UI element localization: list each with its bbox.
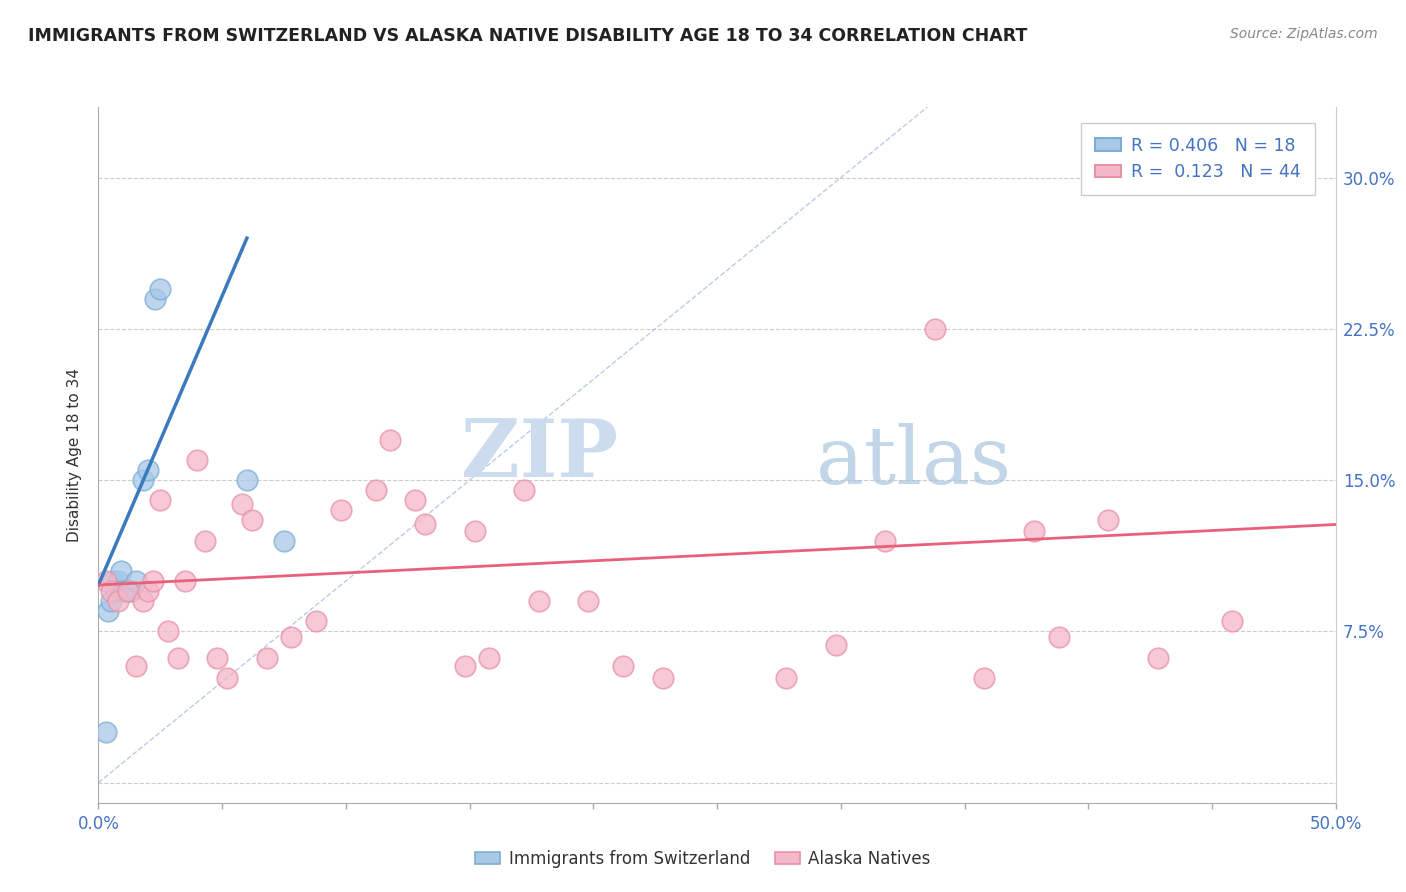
- Point: [107, 594, 129, 608]
- Point: [924, 322, 946, 336]
- Point: [236, 473, 259, 487]
- Point: [273, 533, 295, 548]
- Point: [576, 594, 599, 608]
- Point: [100, 584, 122, 599]
- Point: [329, 503, 352, 517]
- Point: [143, 292, 166, 306]
- Point: [114, 584, 136, 599]
- Point: [97, 604, 120, 618]
- Point: [217, 671, 239, 685]
- Point: [136, 584, 159, 599]
- Text: ZIP: ZIP: [461, 416, 619, 494]
- Point: [478, 650, 501, 665]
- Point: [1022, 524, 1045, 538]
- Point: [194, 533, 217, 548]
- Point: [1146, 650, 1168, 665]
- Legend: Immigrants from Switzerland, Alaska Natives: Immigrants from Switzerland, Alaska Nati…: [468, 844, 938, 875]
- Point: [651, 671, 673, 685]
- Point: [174, 574, 197, 588]
- Point: [1097, 513, 1119, 527]
- Point: [107, 574, 129, 588]
- Y-axis label: Disability Age 18 to 34: Disability Age 18 to 34: [67, 368, 83, 542]
- Point: [149, 493, 172, 508]
- Point: [156, 624, 179, 639]
- Text: atlas: atlas: [815, 423, 1011, 501]
- Point: [305, 615, 328, 629]
- Point: [775, 671, 797, 685]
- Point: [973, 671, 995, 685]
- Point: [464, 524, 486, 538]
- Point: [364, 483, 387, 498]
- Point: [824, 639, 846, 653]
- Point: [120, 584, 142, 599]
- Point: [149, 281, 172, 295]
- Point: [142, 574, 165, 588]
- Point: [124, 658, 146, 673]
- Text: IMMIGRANTS FROM SWITZERLAND VS ALASKA NATIVE DISABILITY AGE 18 TO 34 CORRELATION: IMMIGRANTS FROM SWITZERLAND VS ALASKA NA…: [28, 27, 1028, 45]
- Point: [100, 594, 122, 608]
- Point: [1047, 631, 1070, 645]
- Point: [1220, 615, 1243, 629]
- Point: [280, 631, 302, 645]
- Point: [875, 533, 897, 548]
- Point: [413, 517, 436, 532]
- Point: [186, 453, 208, 467]
- Text: Source: ZipAtlas.com: Source: ZipAtlas.com: [1230, 27, 1378, 41]
- Point: [513, 483, 536, 498]
- Point: [205, 650, 228, 665]
- Point: [124, 574, 146, 588]
- Point: [94, 725, 117, 739]
- Point: [527, 594, 550, 608]
- Point: [104, 584, 127, 599]
- Point: [240, 513, 263, 527]
- Legend: R = 0.406   N = 18, R =  0.123   N = 44: R = 0.406 N = 18, R = 0.123 N = 44: [1081, 123, 1315, 195]
- Point: [110, 564, 132, 578]
- Point: [136, 463, 159, 477]
- Point: [166, 650, 188, 665]
- Point: [132, 473, 155, 487]
- Point: [380, 433, 402, 447]
- Point: [103, 574, 125, 588]
- Point: [256, 650, 278, 665]
- Point: [94, 574, 117, 588]
- Point: [117, 584, 139, 599]
- Point: [117, 584, 139, 599]
- Point: [132, 594, 155, 608]
- Point: [231, 497, 253, 511]
- Point: [612, 658, 634, 673]
- Point: [112, 584, 135, 599]
- Point: [404, 493, 426, 508]
- Point: [453, 658, 475, 673]
